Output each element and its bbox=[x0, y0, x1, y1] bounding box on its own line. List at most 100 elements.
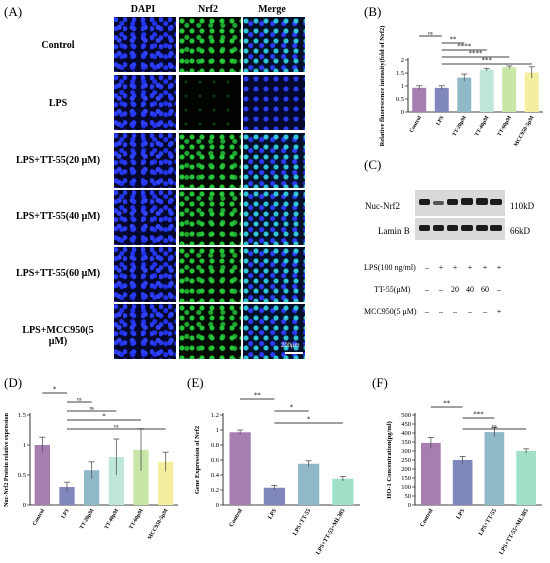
x-tick-label: LPS bbox=[435, 115, 445, 127]
y-tick-label: 0.4 bbox=[211, 472, 220, 479]
blot-condition-value: – bbox=[425, 263, 429, 272]
x-tick-label: Control bbox=[409, 115, 424, 134]
chart-d: 0 0.5 1 1.5 Nuc-Nrf2 Protein relative expres… bbox=[4, 386, 178, 541]
image-tt60-nrf2 bbox=[178, 246, 242, 303]
y-tick-label: 1 bbox=[23, 442, 26, 449]
blot-condition-value: – bbox=[425, 285, 429, 294]
blot-condition-value: – bbox=[439, 307, 443, 316]
blot-condition-value: – bbox=[453, 307, 457, 316]
blot-condition-value: + bbox=[452, 263, 458, 272]
y-tick-label: 400 bbox=[401, 430, 411, 437]
significance-label: **** bbox=[469, 50, 484, 58]
chart-f: 0 50 100 150 200 250 300 350 400 450 500 HO-1 Conce… bbox=[386, 400, 542, 556]
panel-c-western-blot: Nuc-Nrf2 Lamin B 110kD 66kD LPS(100 ng/m… bbox=[360, 170, 550, 370]
x-tick-label: TT-20μM bbox=[79, 507, 96, 530]
significance-label: ** bbox=[254, 392, 262, 400]
y-tick-label: 250 bbox=[401, 457, 411, 464]
y-axis-label: Nuc-Nrf2 Protein relative expression bbox=[4, 412, 10, 506]
y-tick-label: 300 bbox=[401, 448, 411, 455]
panel-label-a: (A) bbox=[4, 4, 23, 19]
image-lps-merge bbox=[242, 74, 306, 131]
x-tick-label: TT-40μM bbox=[474, 114, 491, 137]
significance-label: *** bbox=[473, 411, 484, 419]
blot-condition-value: + bbox=[467, 263, 473, 272]
x-tick-label: LPS+TT-55 bbox=[478, 508, 498, 537]
panel-label-c: (C) bbox=[364, 157, 382, 172]
blot-condition-value: + bbox=[496, 263, 502, 272]
blot-condition-value: – bbox=[468, 307, 472, 316]
image-control-dapi bbox=[113, 16, 177, 73]
significance-label: * bbox=[102, 413, 106, 421]
y-tick-label: 1 bbox=[401, 83, 404, 90]
row-label-tt60: LPS+TT-55(60 μM) bbox=[15, 268, 101, 279]
image-mcc950-dapi bbox=[113, 303, 177, 360]
y-axis-label: Relative fluorescence intensity(fold of … bbox=[379, 26, 386, 147]
blot-condition-value: – bbox=[439, 285, 443, 294]
bar bbox=[263, 487, 285, 505]
y-tick-label: 0 bbox=[23, 502, 26, 509]
row-label-tt20: LPS+TT-55(20 μM) bbox=[15, 155, 101, 166]
bar bbox=[524, 72, 539, 112]
x-tick-label: TT-20μM bbox=[452, 114, 469, 137]
bar bbox=[452, 460, 473, 505]
bar bbox=[84, 470, 100, 505]
image-tt20-merge bbox=[242, 132, 306, 189]
bar bbox=[421, 442, 441, 505]
bar bbox=[479, 69, 494, 112]
column-header-dapi: DAPI bbox=[130, 4, 156, 15]
image-tt60-dapi bbox=[113, 246, 177, 303]
blot-kd-nuc-nrf2: 110kD bbox=[510, 201, 535, 211]
blot-condition-value: 40 bbox=[466, 285, 474, 294]
blot-condition-value: + bbox=[482, 263, 488, 272]
x-tick-label: LPS bbox=[60, 508, 70, 520]
significance-label: * bbox=[290, 404, 294, 412]
panel-label-e: (E) bbox=[187, 375, 204, 390]
y-tick-label: 0 bbox=[401, 109, 404, 116]
image-control-nrf2 bbox=[178, 16, 242, 73]
significance-label: ns bbox=[89, 407, 94, 412]
blot-condition-value: – bbox=[483, 307, 487, 316]
y-tick-label: 450 bbox=[401, 421, 411, 428]
x-tick-label: TT-60μM bbox=[497, 114, 514, 137]
panel-label-f: (F) bbox=[372, 375, 388, 390]
row-label-tt40: LPS+TT-55(40 μM) bbox=[15, 211, 101, 222]
blot-condition-label: TT-55(μM) bbox=[374, 285, 411, 294]
blot-condition-label: MCC950(5 μM) bbox=[364, 307, 417, 316]
significance-label: ns bbox=[428, 32, 433, 37]
column-header-merge: Merge bbox=[258, 4, 286, 15]
blot-label-lamin-b: Lamin B bbox=[378, 226, 410, 236]
significance-label: ** bbox=[443, 400, 451, 408]
panel-a-microscopy: DAPI Nrf2 Merge Control LPS LPS+TT-55(20… bbox=[0, 0, 360, 362]
y-tick-label: 0 bbox=[216, 502, 219, 509]
blot-condition-value: – bbox=[425, 307, 429, 316]
significance-label: * bbox=[307, 416, 311, 424]
image-lps-nrf2 bbox=[178, 74, 242, 131]
y-tick-label: 1.2 bbox=[211, 412, 219, 419]
x-tick-label: LPS bbox=[267, 507, 278, 520]
y-tick-label: 200 bbox=[401, 466, 411, 473]
scale-bar bbox=[285, 352, 303, 354]
blot-condition-value: – bbox=[497, 285, 501, 294]
row-label-lps: LPS bbox=[48, 98, 68, 109]
x-tick-label: MCC950-5μM bbox=[147, 507, 170, 540]
y-tick-label: 50 bbox=[405, 493, 412, 500]
blot-condition-label: LPS(100 ng/ml) bbox=[364, 263, 416, 272]
x-tick-label: TT-60μM bbox=[128, 507, 145, 530]
bar bbox=[59, 487, 75, 505]
y-tick-label: 0.2 bbox=[211, 487, 219, 494]
bar bbox=[332, 478, 354, 505]
x-tick-label: LPS bbox=[456, 507, 467, 520]
x-tick-label: LPS+TT-55+ML385 bbox=[499, 508, 530, 556]
blot-condition-value: + bbox=[438, 263, 444, 272]
significance-label: ns bbox=[492, 425, 497, 430]
image-tt20-nrf2 bbox=[178, 132, 242, 189]
image-mcc950-nrf2 bbox=[178, 303, 242, 360]
blot-condition-value: + bbox=[496, 307, 502, 316]
x-tick-label: LPS+TT-55+ML385 bbox=[315, 508, 346, 556]
bar bbox=[484, 432, 505, 505]
y-axis-label: HO-1 Concentration(pg/ml) bbox=[386, 421, 393, 498]
image-mcc950-merge bbox=[242, 303, 306, 360]
x-tick-label: LPS+TT-55 bbox=[292, 508, 312, 537]
y-tick-label: 1.5 bbox=[396, 70, 404, 77]
image-tt60-merge bbox=[242, 246, 306, 303]
